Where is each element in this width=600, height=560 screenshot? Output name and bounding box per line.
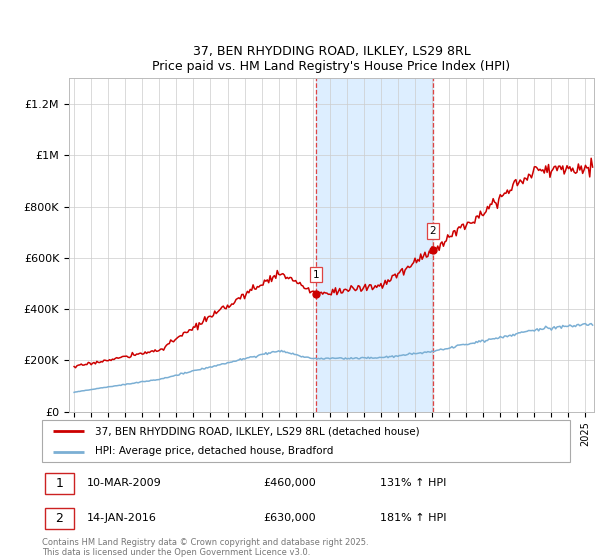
FancyBboxPatch shape bbox=[44, 473, 74, 494]
Bar bbox=[316, 78, 433, 412]
Text: 14-JAN-2016: 14-JAN-2016 bbox=[87, 514, 157, 523]
Text: 181% ↑ HPI: 181% ↑ HPI bbox=[380, 514, 446, 523]
Text: 37, BEN RHYDDING ROAD, ILKLEY, LS29 8RL (detached house): 37, BEN RHYDDING ROAD, ILKLEY, LS29 8RL … bbox=[95, 426, 419, 436]
Text: HPI: Average price, detached house, Bradford: HPI: Average price, detached house, Brad… bbox=[95, 446, 333, 456]
FancyBboxPatch shape bbox=[42, 420, 570, 462]
Text: 131% ↑ HPI: 131% ↑ HPI bbox=[380, 478, 446, 488]
Text: 10-MAR-2009: 10-MAR-2009 bbox=[87, 478, 161, 488]
FancyBboxPatch shape bbox=[44, 508, 74, 529]
Text: Contains HM Land Registry data © Crown copyright and database right 2025.
This d: Contains HM Land Registry data © Crown c… bbox=[42, 538, 368, 557]
Text: £460,000: £460,000 bbox=[264, 478, 317, 488]
Text: £630,000: £630,000 bbox=[264, 514, 316, 523]
Text: 1: 1 bbox=[313, 269, 319, 279]
Text: 2: 2 bbox=[430, 226, 436, 236]
Title: 37, BEN RHYDDING ROAD, ILKLEY, LS29 8RL
Price paid vs. HM Land Registry's House : 37, BEN RHYDDING ROAD, ILKLEY, LS29 8RL … bbox=[152, 45, 511, 73]
Text: 2: 2 bbox=[55, 512, 63, 525]
Text: 1: 1 bbox=[55, 477, 63, 490]
